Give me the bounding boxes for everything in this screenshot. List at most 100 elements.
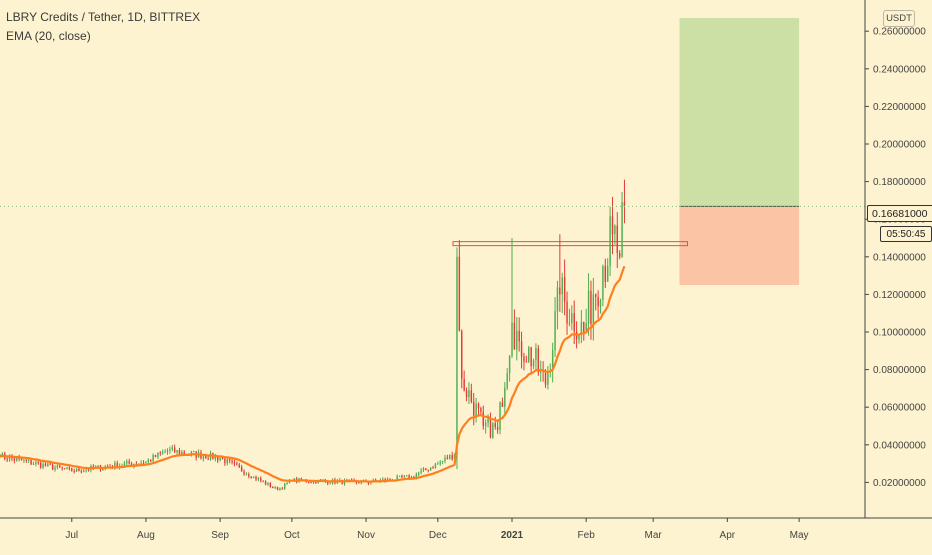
- candle: [66, 466, 68, 470]
- candle-body: [463, 379, 465, 391]
- price-tick-label: 0.02000000: [873, 478, 926, 489]
- candle-body: [621, 202, 623, 257]
- candle-body: [27, 459, 30, 461]
- candle-body: [606, 265, 609, 282]
- candle-body: [513, 322, 516, 350]
- candle-body: [176, 450, 178, 453]
- candle: [145, 461, 147, 464]
- candle-body: [506, 373, 508, 388]
- candle-body: [16, 457, 18, 461]
- candle-body: [563, 277, 566, 302]
- candle: [150, 459, 152, 463]
- candle-body: [114, 462, 116, 468]
- candle-body: [468, 390, 470, 398]
- candle: [257, 476, 260, 482]
- target-zone: [679, 18, 800, 207]
- resistance-line-layer[interactable]: [452, 241, 688, 247]
- indicator-label[interactable]: EMA (20, close): [6, 29, 91, 43]
- candle-body: [147, 459, 150, 462]
- candle-body: [475, 403, 477, 416]
- candle: [269, 482, 272, 488]
- candle-body: [178, 450, 181, 455]
- candle-body: [240, 467, 243, 472]
- candle: [83, 468, 85, 473]
- candle: [240, 464, 243, 472]
- time-tick-label: 2021: [501, 530, 524, 541]
- candle-body: [307, 481, 310, 483]
- candle: [61, 466, 63, 471]
- candle-body: [609, 216, 611, 266]
- candle-body: [389, 478, 391, 480]
- candle-body: [181, 451, 183, 455]
- candle: [37, 460, 39, 465]
- candle: [401, 474, 403, 479]
- candle: [73, 468, 75, 474]
- candle-body: [126, 461, 128, 464]
- ema-layer: [0, 265, 626, 483]
- candle-body: [116, 462, 118, 469]
- candle-body: [59, 465, 61, 468]
- candle-body: [494, 423, 496, 428]
- candle-body: [398, 475, 401, 477]
- time-tick-label: Mar: [645, 530, 663, 541]
- candle: [525, 355, 528, 363]
- candle: [530, 346, 532, 374]
- candle: [437, 461, 439, 465]
- candle-body: [559, 287, 561, 295]
- candle-body: [30, 459, 32, 465]
- candle: [482, 405, 485, 430]
- candle-body: [508, 355, 511, 374]
- candle-body: [228, 459, 231, 461]
- time-tick-label: Feb: [578, 530, 596, 541]
- candle-body: [248, 474, 250, 477]
- candle-body: [358, 482, 360, 484]
- candle: [202, 455, 205, 462]
- candle-body: [142, 462, 145, 464]
- candle: [161, 449, 164, 455]
- candle: [35, 459, 37, 467]
- candle-body: [585, 323, 587, 332]
- candle-body: [561, 277, 563, 295]
- candle: [286, 481, 288, 485]
- candle-body: [152, 454, 154, 462]
- candle-body: [618, 253, 621, 257]
- candle: [554, 297, 556, 358]
- candle-body: [264, 481, 267, 485]
- candle-body: [496, 427, 499, 430]
- candle-body: [183, 451, 185, 455]
- candle-body: [599, 300, 602, 307]
- candle-body: [434, 463, 437, 469]
- candle: [606, 258, 609, 282]
- candle-body: [422, 468, 425, 471]
- candle: [623, 179, 626, 224]
- candle: [513, 309, 516, 350]
- candle-body: [66, 467, 68, 470]
- candle-body: [286, 483, 288, 485]
- candle-body: [492, 423, 494, 438]
- candle: [135, 461, 138, 465]
- candle: [429, 467, 432, 471]
- candle: [272, 486, 274, 489]
- price-tick-label: 0.14000000: [873, 252, 926, 263]
- candle: [618, 250, 621, 260]
- candle: [568, 308, 571, 327]
- candle-body: [554, 311, 556, 351]
- candle: [128, 458, 130, 465]
- currency-button[interactable]: USDT: [883, 10, 915, 27]
- candle: [535, 343, 537, 370]
- candle: [54, 465, 56, 472]
- candle: [71, 467, 73, 472]
- candle-body: [473, 401, 475, 416]
- candle-body: [135, 463, 138, 465]
- candle: [75, 468, 78, 473]
- candle: [489, 412, 492, 439]
- candle-body: [20, 458, 23, 461]
- symbol-title[interactable]: LBRY Credits / Tether, 1D, BITTREX: [6, 10, 201, 24]
- candle-body: [267, 483, 269, 485]
- candle-body: [573, 313, 575, 332]
- position-tool[interactable]: [679, 18, 800, 285]
- candle: [561, 272, 563, 314]
- candle: [532, 358, 535, 370]
